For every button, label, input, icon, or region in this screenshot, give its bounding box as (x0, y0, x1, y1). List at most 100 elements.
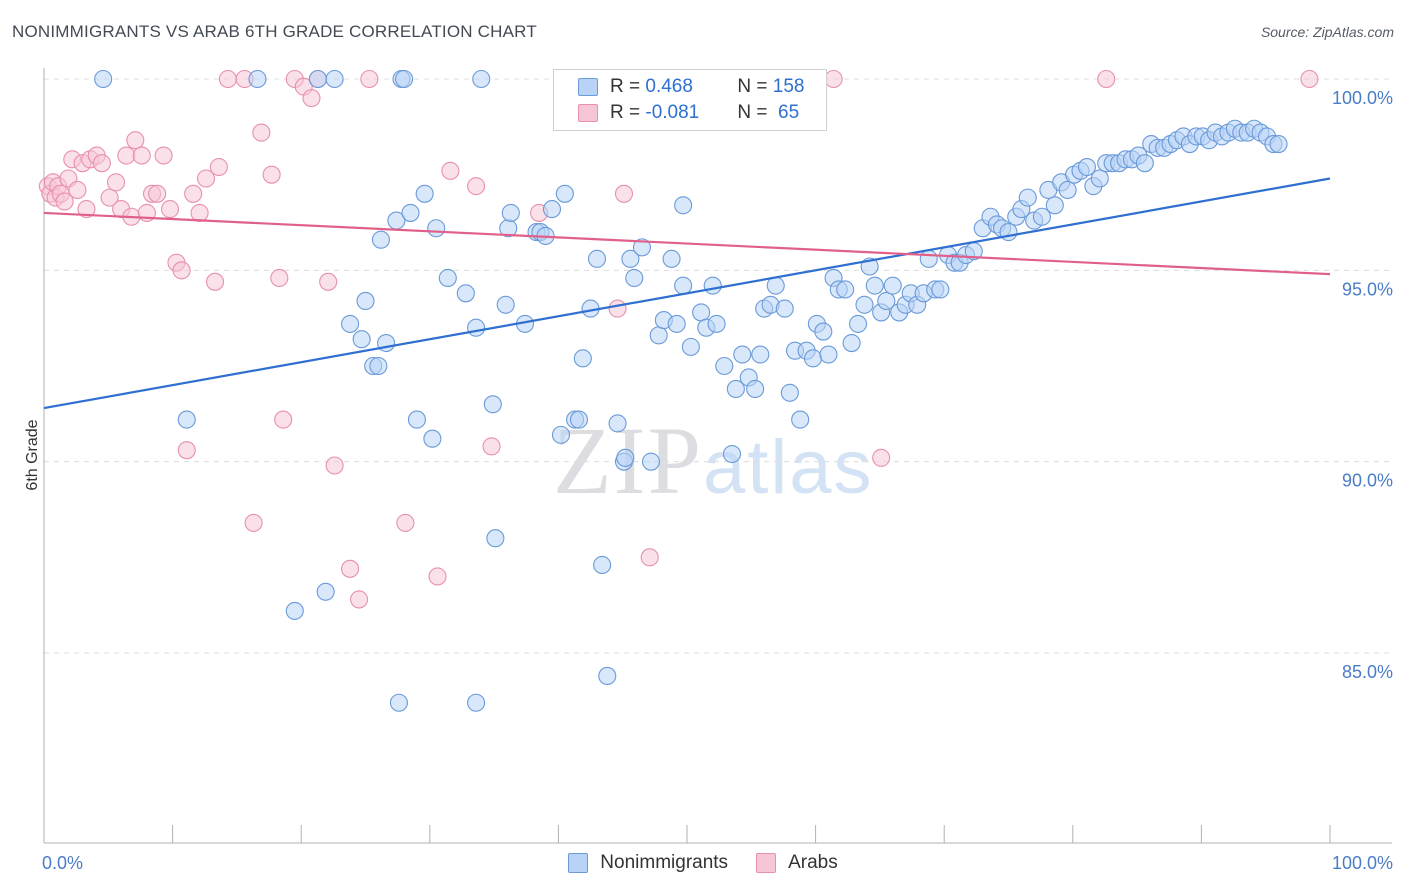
nonimmigrants-point (542, 200, 562, 219)
y-tick-label: 100.0% (1332, 88, 1393, 108)
nonimmigrants-point (625, 268, 644, 288)
nonimmigrants-point (177, 410, 196, 429)
nonimmigrants-point (555, 184, 574, 203)
nonimmigrants-point (569, 410, 589, 429)
nonimmigrants-point (842, 333, 861, 353)
nonimmigrants-point (819, 345, 838, 364)
arabs-point (302, 89, 321, 108)
nonimmigrants-point (877, 291, 896, 310)
arabs-point (148, 184, 167, 203)
arabs-point (1097, 69, 1116, 89)
nonimmigrants-point (855, 295, 874, 314)
y-tick-label: 90.0% (1342, 471, 1393, 491)
arabs-point (190, 203, 209, 222)
arabs-point (196, 169, 216, 188)
y-tick-label: 85.0% (1342, 662, 1393, 682)
arabs-point (205, 272, 225, 291)
axes (43, 68, 1392, 844)
nonimmigrants-point (931, 280, 950, 299)
nonimmigrants-point (341, 314, 360, 333)
series-legend: Nonimmigrants Arabs (0, 852, 1406, 874)
arabs-point (319, 272, 338, 291)
arabs-point (350, 590, 369, 609)
nonimmigrants-point (352, 330, 371, 349)
nonimmigrants-point (486, 529, 505, 548)
legend-r-label: R = (610, 102, 646, 123)
legend-swatch-blue (578, 78, 598, 96)
nonimmigrants-point (649, 326, 668, 345)
arabs-point (872, 448, 891, 467)
arabs-point (106, 173, 126, 192)
arabs-point (100, 188, 119, 207)
nonimmigrants-point (593, 555, 612, 575)
nonimmigrants-point (865, 276, 884, 295)
arabs-point (396, 513, 415, 532)
nonimmigrants-trend-line (43, 177, 1331, 410)
nonimmigrants-point (308, 69, 327, 89)
legend-row-nonimmigrants: R = 0.468 N = 158 (578, 75, 804, 99)
nonimmigrants-point (401, 203, 420, 222)
arabs-point (325, 456, 344, 475)
nonimmigrants-point (726, 379, 745, 399)
nonimmigrants-point (407, 410, 426, 429)
arabs-point (218, 69, 237, 89)
nonimmigrants-point (551, 425, 571, 444)
nonimmigrants-point (715, 356, 734, 376)
nonimmigrants-point (423, 429, 442, 448)
arabs-point (640, 548, 659, 567)
chart-title: NONIMMIGRANTS VS ARAB 6TH GRADE CORRELAT… (12, 22, 537, 41)
nonimmigrants-point (325, 69, 344, 89)
nonimmigrants-point (836, 280, 855, 299)
arabs-point (360, 69, 379, 89)
nonimmigrants-point (587, 249, 607, 268)
nonimmigrants-point (608, 414, 627, 433)
arabs-point (270, 268, 289, 288)
arabs-point (55, 192, 74, 211)
nonimmigrants-point (598, 666, 617, 686)
arabs-point (68, 180, 87, 200)
nonimmigrants-point (667, 314, 686, 333)
nonimmigrants-point (791, 410, 810, 429)
legend-n-value: 65 (772, 102, 800, 123)
arabs-point (244, 513, 263, 532)
arabs-point (824, 69, 843, 89)
nonimmigrants-point (803, 349, 823, 368)
arabs-point (177, 441, 196, 460)
nonimmigrants-point (427, 219, 446, 238)
nonimmigrants-point (780, 383, 799, 402)
nonimmigrants-point (496, 295, 515, 314)
nonimmigrants-point (662, 249, 681, 268)
x-tick-label: 100.0% (1332, 853, 1393, 873)
legend-label-arabs: Arabs (788, 852, 838, 873)
nonimmigrants-point (573, 349, 592, 368)
nonimmigrants-point (369, 356, 388, 376)
nonimmigrants-point (395, 69, 414, 89)
nonimmigrants-point (371, 230, 390, 249)
nonimmigrants-point (1090, 169, 1109, 188)
nonimmigrants-point (1032, 207, 1051, 226)
arabs-point (154, 146, 173, 165)
nonimmigrants-point (285, 601, 304, 620)
legend-item-arabs: Arabs (756, 852, 838, 874)
nonimmigrants-point (1018, 188, 1037, 207)
arabs-point (428, 567, 447, 586)
arabs-trend-line (43, 211, 1331, 276)
legend-row-arabs: R = -0.081 N = 65 (578, 101, 799, 125)
nonimmigrants-point (919, 249, 938, 268)
nonimmigrants-point (1135, 154, 1154, 173)
nonimmigrants-point (1045, 196, 1064, 215)
arabs-point (262, 165, 281, 184)
nonimmigrants-point (707, 314, 726, 333)
arabs-point (482, 437, 501, 456)
nonimmigrants-point (356, 291, 375, 310)
tick-labels: 100.0% 95.0% 90.0% 85.0% 0.0% 100.0% (42, 88, 1393, 873)
arabs-point (184, 184, 203, 203)
nonimmigrants-point (848, 314, 868, 333)
nonimmigrants-point (733, 345, 752, 364)
legend-swatch-pink (578, 104, 598, 122)
nonimmigrants-point (94, 69, 113, 89)
x-tick-label: 0.0% (42, 853, 83, 873)
nonimmigrants-point (746, 379, 765, 399)
watermark-atlas: atlas (703, 425, 874, 510)
legend-n-label: N = (737, 76, 773, 97)
